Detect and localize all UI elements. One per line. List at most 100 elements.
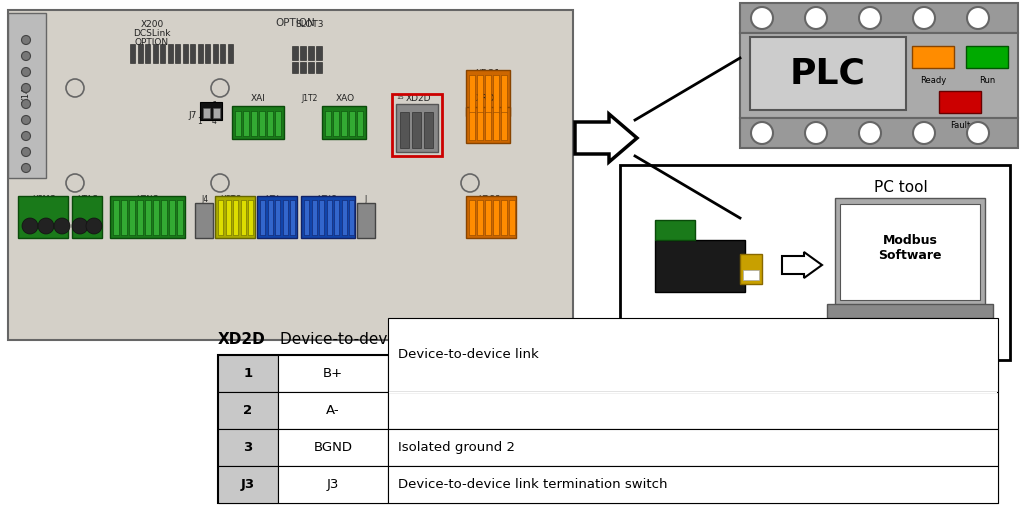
Text: Device-to-device link termination switch: Device-to-device link termination switch [398,478,668,491]
Bar [218,200,223,235]
Text: XAI: XAI [251,94,265,103]
Text: XENC: XENC [137,195,159,204]
Bar [493,75,499,113]
Text: XAO: XAO [336,94,354,103]
Bar [301,196,355,238]
Bar [750,37,905,110]
Text: PLC: PLC [790,56,865,90]
Bar [267,111,272,136]
Bar [175,44,180,63]
Bar [349,111,354,136]
Bar [477,75,482,113]
Bar [205,44,210,63]
Bar [509,200,514,235]
Bar [400,112,409,148]
Bar [740,3,1018,33]
Circle shape [22,68,31,77]
Bar [939,91,981,113]
Bar [466,107,510,143]
Text: XTAC: XTAC [78,195,98,204]
Text: J3: J3 [327,478,339,491]
Text: DCSLink: DCSLink [133,29,171,38]
Bar [388,318,998,392]
Bar [304,200,309,235]
Circle shape [22,147,31,156]
Bar [215,196,255,238]
Bar [160,44,165,63]
Circle shape [22,36,31,45]
Bar [137,44,142,63]
Bar [493,112,499,140]
Bar [110,196,185,238]
Text: 3: 3 [244,441,253,454]
Bar [835,198,985,306]
Bar [169,200,174,235]
Bar [396,104,438,152]
Bar [388,466,998,503]
FancyArrow shape [782,252,822,278]
Bar [466,196,516,238]
Text: X200: X200 [140,20,164,29]
Circle shape [751,122,773,144]
Bar [130,44,135,63]
Bar [153,44,158,63]
Bar [275,200,280,235]
Circle shape [22,51,31,60]
Bar [912,46,954,68]
Text: Modbus
Software: Modbus Software [879,234,942,262]
Circle shape [66,174,84,192]
Bar [203,108,210,118]
Bar [322,106,366,139]
Bar [485,75,490,113]
Text: B+: B+ [323,367,343,380]
Bar [469,200,474,235]
Text: A-: A- [327,404,340,417]
Text: J3: J3 [241,478,255,491]
Bar [840,204,980,300]
Bar [213,44,217,63]
Bar [145,44,150,63]
Bar [334,200,339,235]
Bar [485,112,490,140]
Bar [145,200,151,235]
Bar [392,94,442,156]
Bar [121,200,127,235]
Bar [227,44,232,63]
Circle shape [461,174,479,192]
Bar [137,200,142,235]
Bar [740,118,1018,148]
Bar [292,62,298,73]
Bar [232,106,284,139]
Bar [316,62,322,73]
Text: Run: Run [979,76,995,85]
Bar [177,200,182,235]
Bar [477,200,482,235]
Bar [620,165,1010,360]
Text: PC tool: PC tool [873,179,928,195]
Bar [248,200,253,235]
Bar [292,46,298,60]
Bar [213,108,220,118]
Text: Isolated ground 2: Isolated ground 2 [398,441,515,454]
Bar [341,111,346,136]
Bar [740,33,1018,118]
Bar [827,304,993,318]
Bar [278,355,388,392]
Text: J1T2: J1T2 [302,94,318,103]
Bar [967,46,1009,68]
Bar [311,200,316,235]
Bar [190,44,195,63]
Circle shape [859,7,881,29]
Bar [319,200,324,235]
Circle shape [22,100,31,109]
Text: BGND: BGND [313,441,352,454]
Bar [466,70,510,116]
Bar [412,112,421,148]
Text: J4: J4 [202,195,209,204]
Bar [218,392,278,429]
Circle shape [211,79,229,97]
Bar [300,62,305,73]
Bar [182,44,187,63]
Circle shape [72,218,88,234]
Text: J7: J7 [188,111,197,119]
